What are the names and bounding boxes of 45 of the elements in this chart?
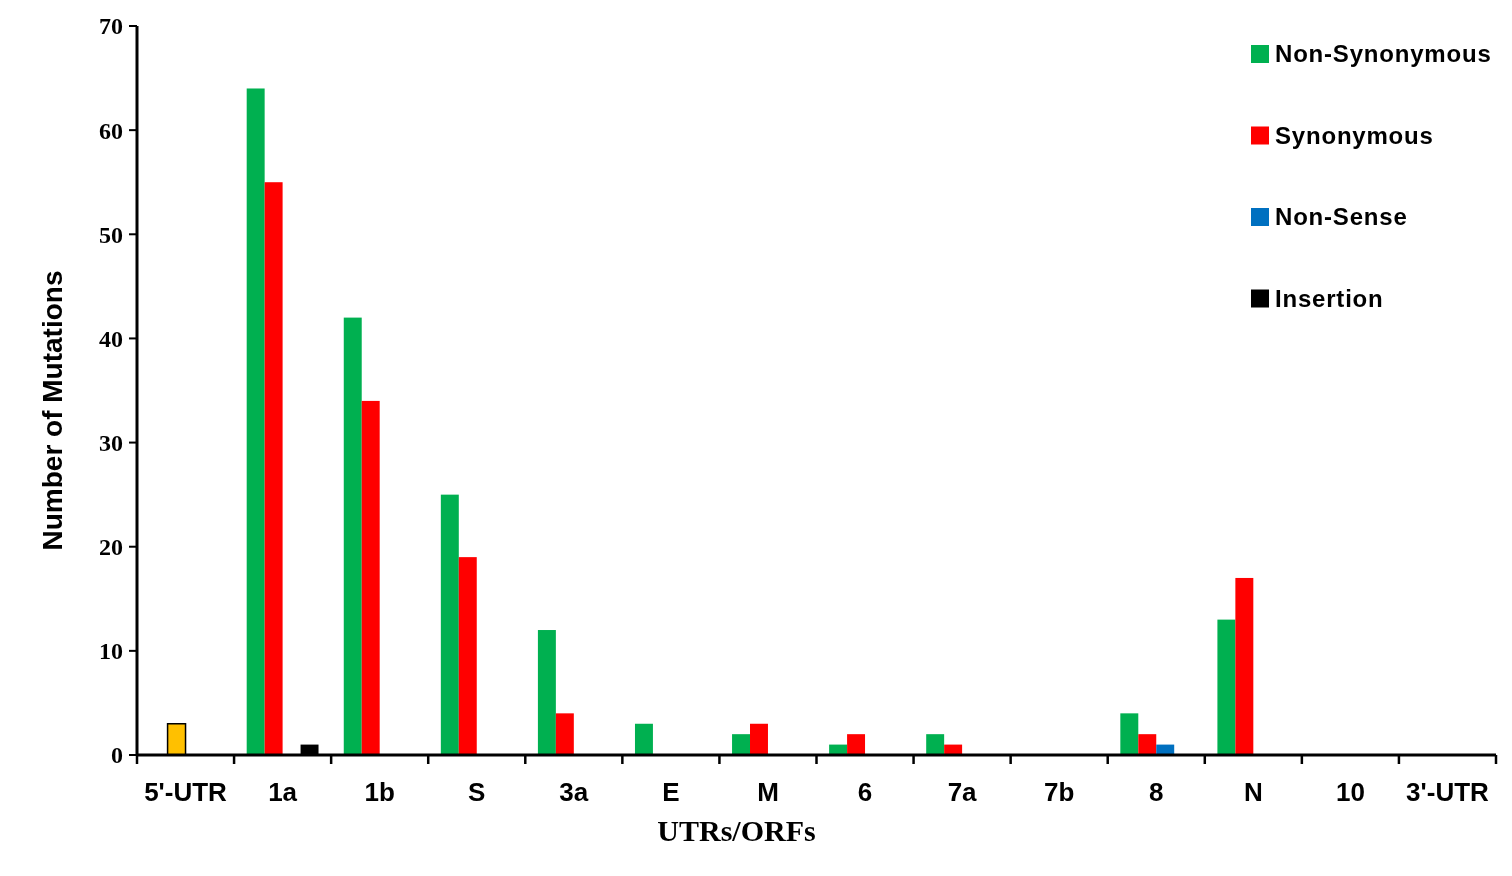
bar (1217, 619, 1236, 755)
y-tick-label: 30 (99, 429, 123, 456)
bar (847, 734, 866, 755)
bar (750, 723, 768, 755)
bar (1138, 734, 1157, 755)
legend-label: Non-Synonymous (1275, 40, 1492, 68)
y-tick-label: 70 (99, 13, 123, 40)
x-tick-label: E (662, 777, 680, 807)
y-tick-label: 20 (99, 534, 123, 561)
x-tick-label: 3'-UTR (1406, 777, 1490, 807)
y-tick-label: 0 (111, 742, 123, 769)
bar (926, 734, 945, 755)
y-tick-label: 10 (99, 638, 123, 665)
x-tick-label: 7a (947, 777, 978, 807)
x-tick-label: N (1243, 777, 1263, 807)
bar (458, 557, 477, 755)
bar (1120, 713, 1139, 755)
bar (264, 182, 283, 755)
bar (440, 494, 459, 755)
bar (343, 317, 362, 755)
bar (537, 630, 556, 755)
x-tick-label: 8 (1149, 777, 1164, 807)
legend-label: Synonymous (1275, 121, 1434, 149)
y-tick-label: 60 (99, 117, 123, 144)
x-axis-title: UTRs/ORFs (657, 814, 816, 847)
x-tick-label: M (757, 777, 779, 807)
bar (634, 723, 653, 755)
x-tick-label: 5'-UTR (144, 777, 228, 807)
x-tick-label: 10 (1335, 777, 1365, 807)
x-tick-label: 1a (268, 777, 298, 807)
y-tick-label: 50 (99, 221, 123, 248)
x-tick-label: 6 (857, 777, 873, 807)
bar (246, 88, 265, 755)
bar (732, 734, 751, 755)
bar (361, 400, 380, 755)
legend-label: Insertion (1275, 284, 1384, 312)
x-tick-label: 1b (364, 777, 395, 807)
x-tick-label: 3a (559, 777, 589, 807)
x-tick-label: S (468, 777, 486, 807)
x-tick-label: 7b (1044, 777, 1075, 807)
y-axis-title: Number of Mutations (37, 270, 68, 551)
legend-label: Non-Sense (1275, 203, 1408, 231)
y-tick-label: 40 (99, 325, 123, 352)
bar (1235, 577, 1254, 755)
bar (555, 713, 574, 755)
